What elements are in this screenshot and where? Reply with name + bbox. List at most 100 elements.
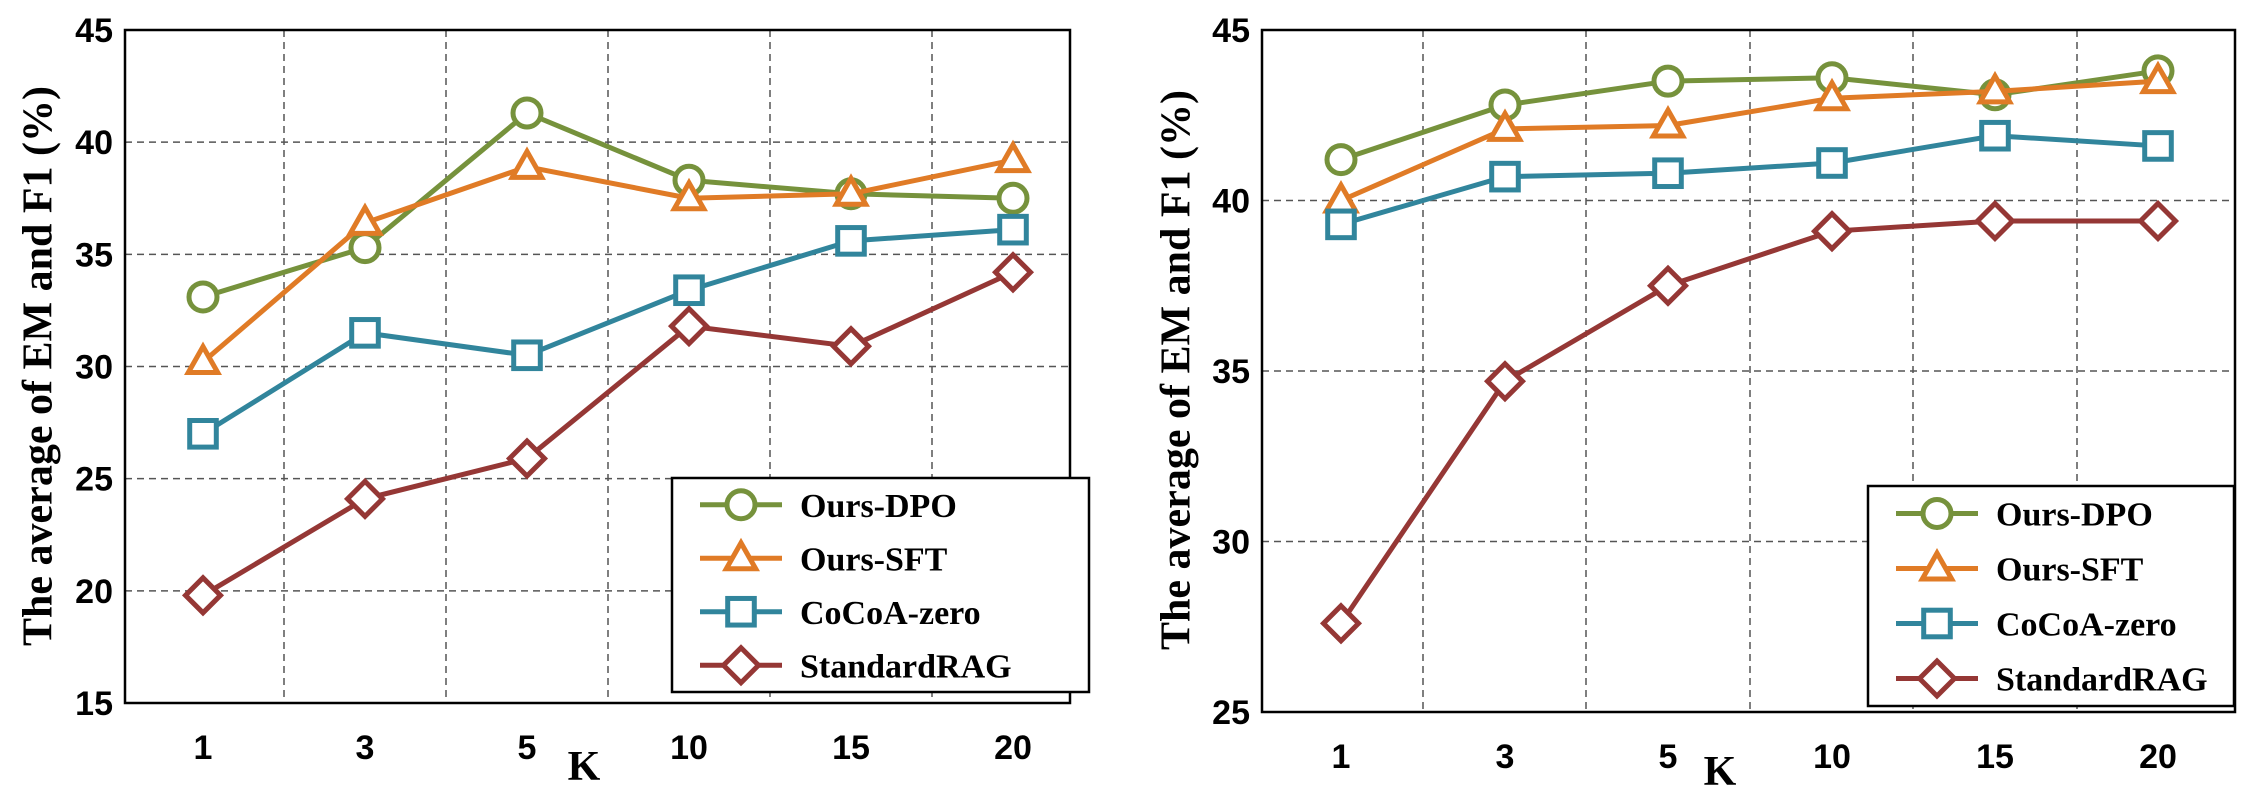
data-point (997, 213, 1029, 246)
data-point (667, 305, 711, 348)
legend-marker (1918, 548, 1956, 582)
y-axis-title: The average of EM and F1 (%) (16, 86, 62, 646)
x-tick-label: 5 (518, 729, 537, 767)
data-point (187, 418, 219, 450)
data-point (1979, 119, 2011, 152)
y-tick-label: 25 (75, 461, 113, 499)
data-point (1319, 602, 1363, 645)
legend: Ours-DPO Ours-SFT CoCoA-zero StandardRAG (1866, 484, 2236, 708)
y-tick-label: 45 (75, 12, 113, 50)
data-point (1651, 64, 1685, 98)
data-point (510, 96, 544, 130)
y-tick-label: 20 (75, 573, 113, 611)
data-point (186, 280, 220, 314)
data-point (996, 181, 1030, 215)
legend-marker (722, 537, 760, 572)
x-axis-title: K (568, 744, 601, 790)
y-tick-label: 25 (1212, 694, 1250, 732)
legend-label: Ours-DPO (800, 488, 957, 525)
series-standardrag (181, 251, 1035, 617)
data-point (991, 251, 1035, 294)
legend-marker (1915, 657, 1959, 700)
x-tick-label: 10 (1813, 738, 1851, 776)
data-point (511, 339, 543, 372)
legend-label: Ours-SFT (800, 541, 948, 578)
x-tick-label: 1 (1332, 738, 1351, 776)
data-point (1976, 70, 2014, 105)
legend-marker (1921, 607, 1953, 640)
data-point (829, 325, 873, 368)
series-ours-sft (1322, 60, 2177, 214)
series-standardrag (1319, 199, 2180, 645)
data-point (1813, 77, 1851, 112)
data-point (343, 477, 387, 520)
data-point (348, 231, 382, 265)
series-ours-sft (184, 139, 1032, 376)
data-point (1489, 160, 1521, 193)
data-point (673, 274, 705, 307)
y-axis-title: The average of EM and F1 (%) (1154, 90, 1200, 650)
data-point (2142, 130, 2174, 162)
data-point (1973, 199, 2017, 242)
data-point (1483, 360, 1527, 403)
data-point (670, 177, 708, 212)
y-tick-label: 35 (75, 236, 113, 274)
series-line (1339, 78, 2159, 203)
data-point (2139, 60, 2177, 95)
x-tick-label: 5 (1659, 738, 1678, 776)
plot-frame (1260, 28, 2237, 714)
series-line (1340, 133, 2159, 227)
series-cocoa-zero (1325, 119, 2174, 241)
legend-marker (724, 488, 758, 522)
data-point (508, 146, 546, 180)
legend-marker (725, 595, 757, 628)
series-line (201, 227, 1014, 436)
x-tick-label: 15 (1976, 738, 2014, 776)
series-line (202, 110, 1014, 300)
x-tick-label: 3 (356, 729, 375, 767)
y-tick-label: 15 (75, 685, 113, 723)
plot-frame (123, 28, 1072, 705)
data-point (1816, 147, 1848, 179)
x-tick-label: 20 (2139, 738, 2177, 776)
series-line (1338, 218, 2158, 625)
x-axis-title: K (1704, 749, 1737, 795)
y-tick-label: 40 (1212, 183, 1250, 221)
legend-label: StandardRAG (800, 648, 1012, 685)
legend-label: Ours-DPO (1996, 497, 2153, 534)
x-tick-label: 1 (194, 729, 213, 767)
data-point (1652, 157, 1684, 190)
y-tick-label: 35 (1212, 353, 1250, 391)
data-point (1325, 208, 1357, 241)
data-point (1324, 143, 1358, 177)
data-point (505, 437, 549, 480)
y-tick-label: 30 (75, 349, 113, 387)
x-tick-label: 15 (832, 729, 870, 767)
legend-label: Ours-SFT (1996, 552, 2144, 589)
data-point (994, 139, 1032, 174)
series-line (201, 270, 1015, 598)
x-tick-label: 20 (994, 729, 1032, 767)
data-point (1486, 108, 1524, 142)
y-tick-label: 40 (75, 124, 113, 162)
data-point (1649, 105, 1687, 139)
data-point (1646, 264, 1690, 307)
y-tick-label: 30 (1212, 524, 1250, 562)
series-line (201, 157, 1014, 364)
y-tick-label: 45 (1212, 12, 1250, 50)
data-point (349, 317, 381, 349)
legend-marker (719, 644, 763, 687)
data-point (181, 574, 225, 617)
legend: Ours-DPO Ours-SFT CoCoA-zero StandardRAG (670, 476, 1091, 694)
x-tick-label: 3 (1496, 738, 1515, 776)
legend-label: CoCoA-zero (800, 595, 981, 632)
data-point (1810, 210, 1854, 253)
series-cocoa-zero (187, 213, 1029, 450)
data-point (832, 173, 870, 207)
data-point (2136, 199, 2180, 242)
legend-label: CoCoA-zero (1996, 607, 2177, 644)
data-point (346, 202, 384, 236)
